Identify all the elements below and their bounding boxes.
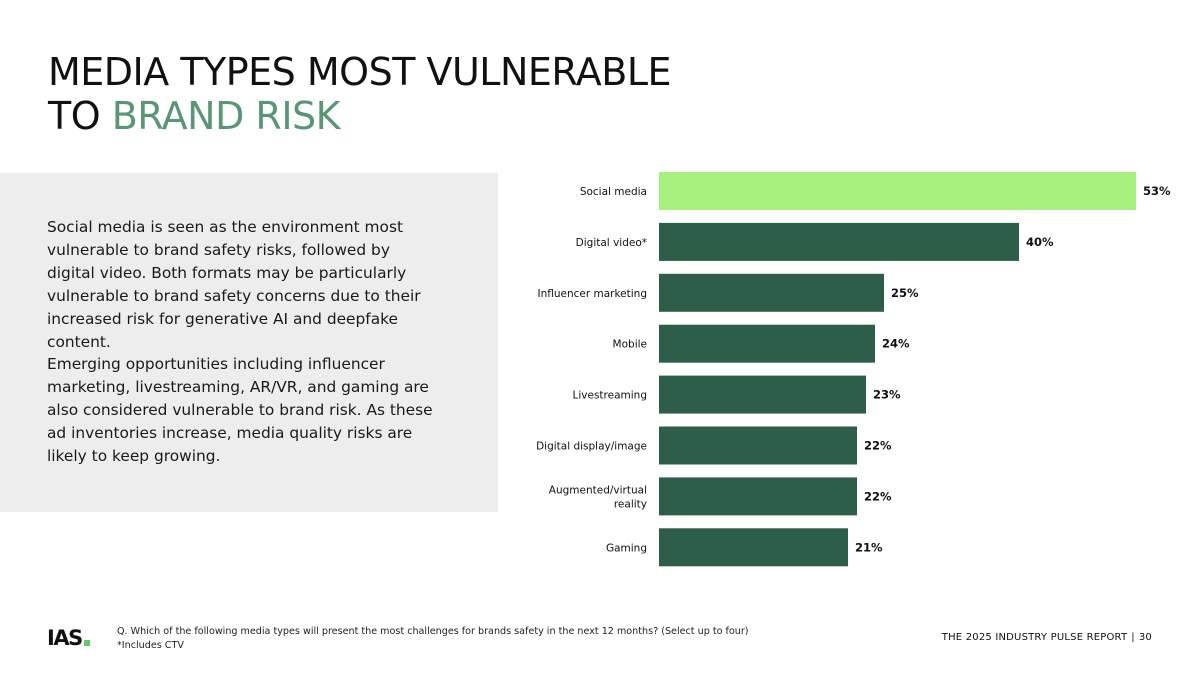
bar-gaming [659,528,848,567]
category-label-livestreaming: Livestreaming [573,390,647,402]
summary-panel: Social media is seen as the environment … [0,173,498,512]
bar-chart: Social media 53% Digital video* 40% Influenc… [536,172,1171,567]
category-label-digital-video: Digital video* [576,237,647,249]
bar-augmented-virtual-reality [659,477,857,516]
title-line-1: MEDIA TYPES MOST VULNERABLE [48,50,672,94]
bar-social-media [659,172,1136,210]
value-label-gaming: 21% [855,540,883,554]
category-label-digital-display-image: Digital display/image [536,441,647,453]
page-number: 30 [1138,632,1152,643]
bar-mobile [659,324,875,363]
bar-influencer-marketing [659,273,884,312]
value-label-digital-video: 40% [1026,235,1054,249]
summary-paragraph-2: Emerging opportunities including influen… [47,355,433,465]
bar-digital-display-image [659,426,857,465]
page-title: MEDIA TYPES MOST VULNERABLE TO BRAND RIS… [48,50,672,138]
value-label-livestreaming: 23% [873,388,901,402]
report-footer: THE 2025 INDUSTRY PULSE REPORT | 30 [942,632,1152,643]
footnote: Q. Which of the following media types wi… [117,625,749,653]
category-label-augmented-virtual-reality: Augmented/virtual reality [549,484,647,510]
category-label-mobile: Mobile [613,339,647,351]
category-label-gaming: Gaming [606,542,647,554]
logo-text: IAS [47,626,83,650]
summary-paragraph-1: Social media is seen as the environment … [47,218,421,351]
logo-square-icon [83,640,90,646]
footer-separator: | [1131,632,1135,643]
ias-logo: IAS [47,627,90,649]
value-label-mobile: 24% [882,337,910,351]
title-line-2-accent: BRAND RISK [111,94,341,138]
value-label-augmented-virtual-reality: 22% [864,489,892,503]
bar-digital-video [659,222,1019,261]
report-title: THE 2025 INDUSTRY PULSE REPORT [941,632,1128,643]
bar-livestreaming [659,375,866,414]
category-label-social-media: Social media [580,186,647,198]
value-label-social-media: 53% [1143,184,1171,198]
title-line-2-prefix: TO [48,94,101,138]
category-label-influencer-marketing: Influencer marketing [537,288,647,300]
value-label-influencer-marketing: 25% [891,286,919,300]
ctv-note: *Includes CTV [117,640,184,651]
value-label-digital-display-image: 22% [864,439,892,453]
survey-question: Q. Which of the following media types wi… [117,626,749,637]
